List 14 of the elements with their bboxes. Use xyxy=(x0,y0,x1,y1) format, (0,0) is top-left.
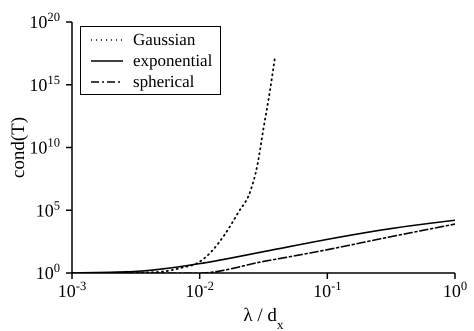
x-axis-title: λ / d$_{x}$ xyxy=(243,305,284,331)
legend-label: exponential xyxy=(133,50,212,71)
y-axis-title: cond(T) xyxy=(8,116,29,178)
legend-label: spherical xyxy=(133,71,194,92)
y-tick-label: 10$^{15}$ xyxy=(29,72,60,95)
y-tick-label: 10$^{5}$ xyxy=(36,198,60,220)
x-tick-label: 10$^{0}$ xyxy=(442,279,468,301)
y-tick-label: 10$^{20}$ xyxy=(29,10,60,32)
x-tick-label: 10$^{-1}$ xyxy=(313,279,342,301)
x-tick-label: 10$^{-2}$ xyxy=(185,279,214,301)
y-tick-label: 10$^{10}$ xyxy=(29,136,60,158)
y-tick-label: 10$^{0}$ xyxy=(36,261,60,283)
x-tick-label: 10$^{-3}$ xyxy=(58,279,86,301)
legend-label: Gaussian xyxy=(133,29,196,50)
